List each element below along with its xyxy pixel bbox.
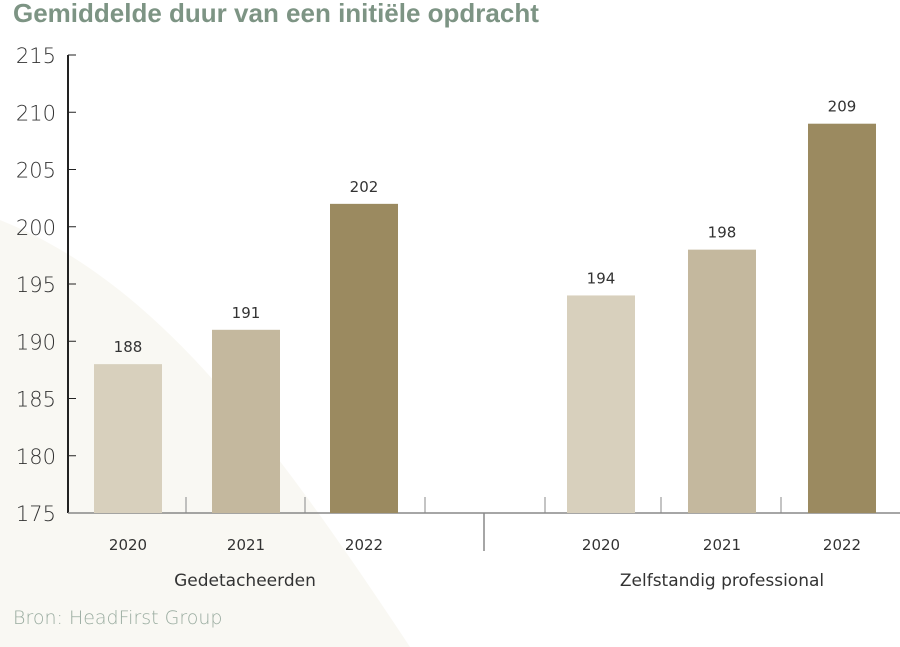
x-tick-label: 2022: [823, 536, 861, 554]
y-tick-label: 215: [16, 44, 56, 68]
data-label: 202: [350, 178, 379, 196]
x-tick-label: 2021: [703, 536, 741, 554]
y-tick-label: 185: [16, 388, 56, 412]
data-label: 209: [828, 98, 857, 116]
source-label: Bron: HeadFirst Group: [13, 607, 223, 629]
x-tick-label: 2020: [582, 536, 620, 554]
bar-2021: [688, 249, 756, 513]
group-label: Zelfstandig professional: [620, 571, 824, 591]
bar-2020: [94, 364, 162, 513]
y-tick-label: 205: [16, 159, 56, 183]
chart-title: Gemiddelde duur van een initiële opdrach…: [13, 0, 539, 28]
y-tick-label: 200: [16, 216, 56, 240]
bar-2021: [212, 329, 280, 513]
bar-2020: [567, 295, 635, 513]
y-tick-label: 195: [16, 273, 56, 297]
data-label: 188: [114, 338, 143, 356]
data-label: 191: [232, 304, 261, 322]
y-tick-label: 175: [16, 502, 56, 526]
y-tick-label: 210: [16, 101, 56, 125]
x-tick-label: 2020: [109, 536, 147, 554]
data-label: 194: [587, 269, 616, 287]
y-tick-label: 180: [16, 445, 56, 469]
y-tick-label: 190: [16, 330, 56, 354]
bar-2022: [330, 203, 398, 513]
x-tick-label: 2021: [227, 536, 265, 554]
group-label: Gedetacheerden: [174, 571, 316, 591]
bar-2022: [808, 123, 876, 513]
x-tick-label: 2022: [345, 536, 383, 554]
data-label: 198: [708, 224, 737, 242]
